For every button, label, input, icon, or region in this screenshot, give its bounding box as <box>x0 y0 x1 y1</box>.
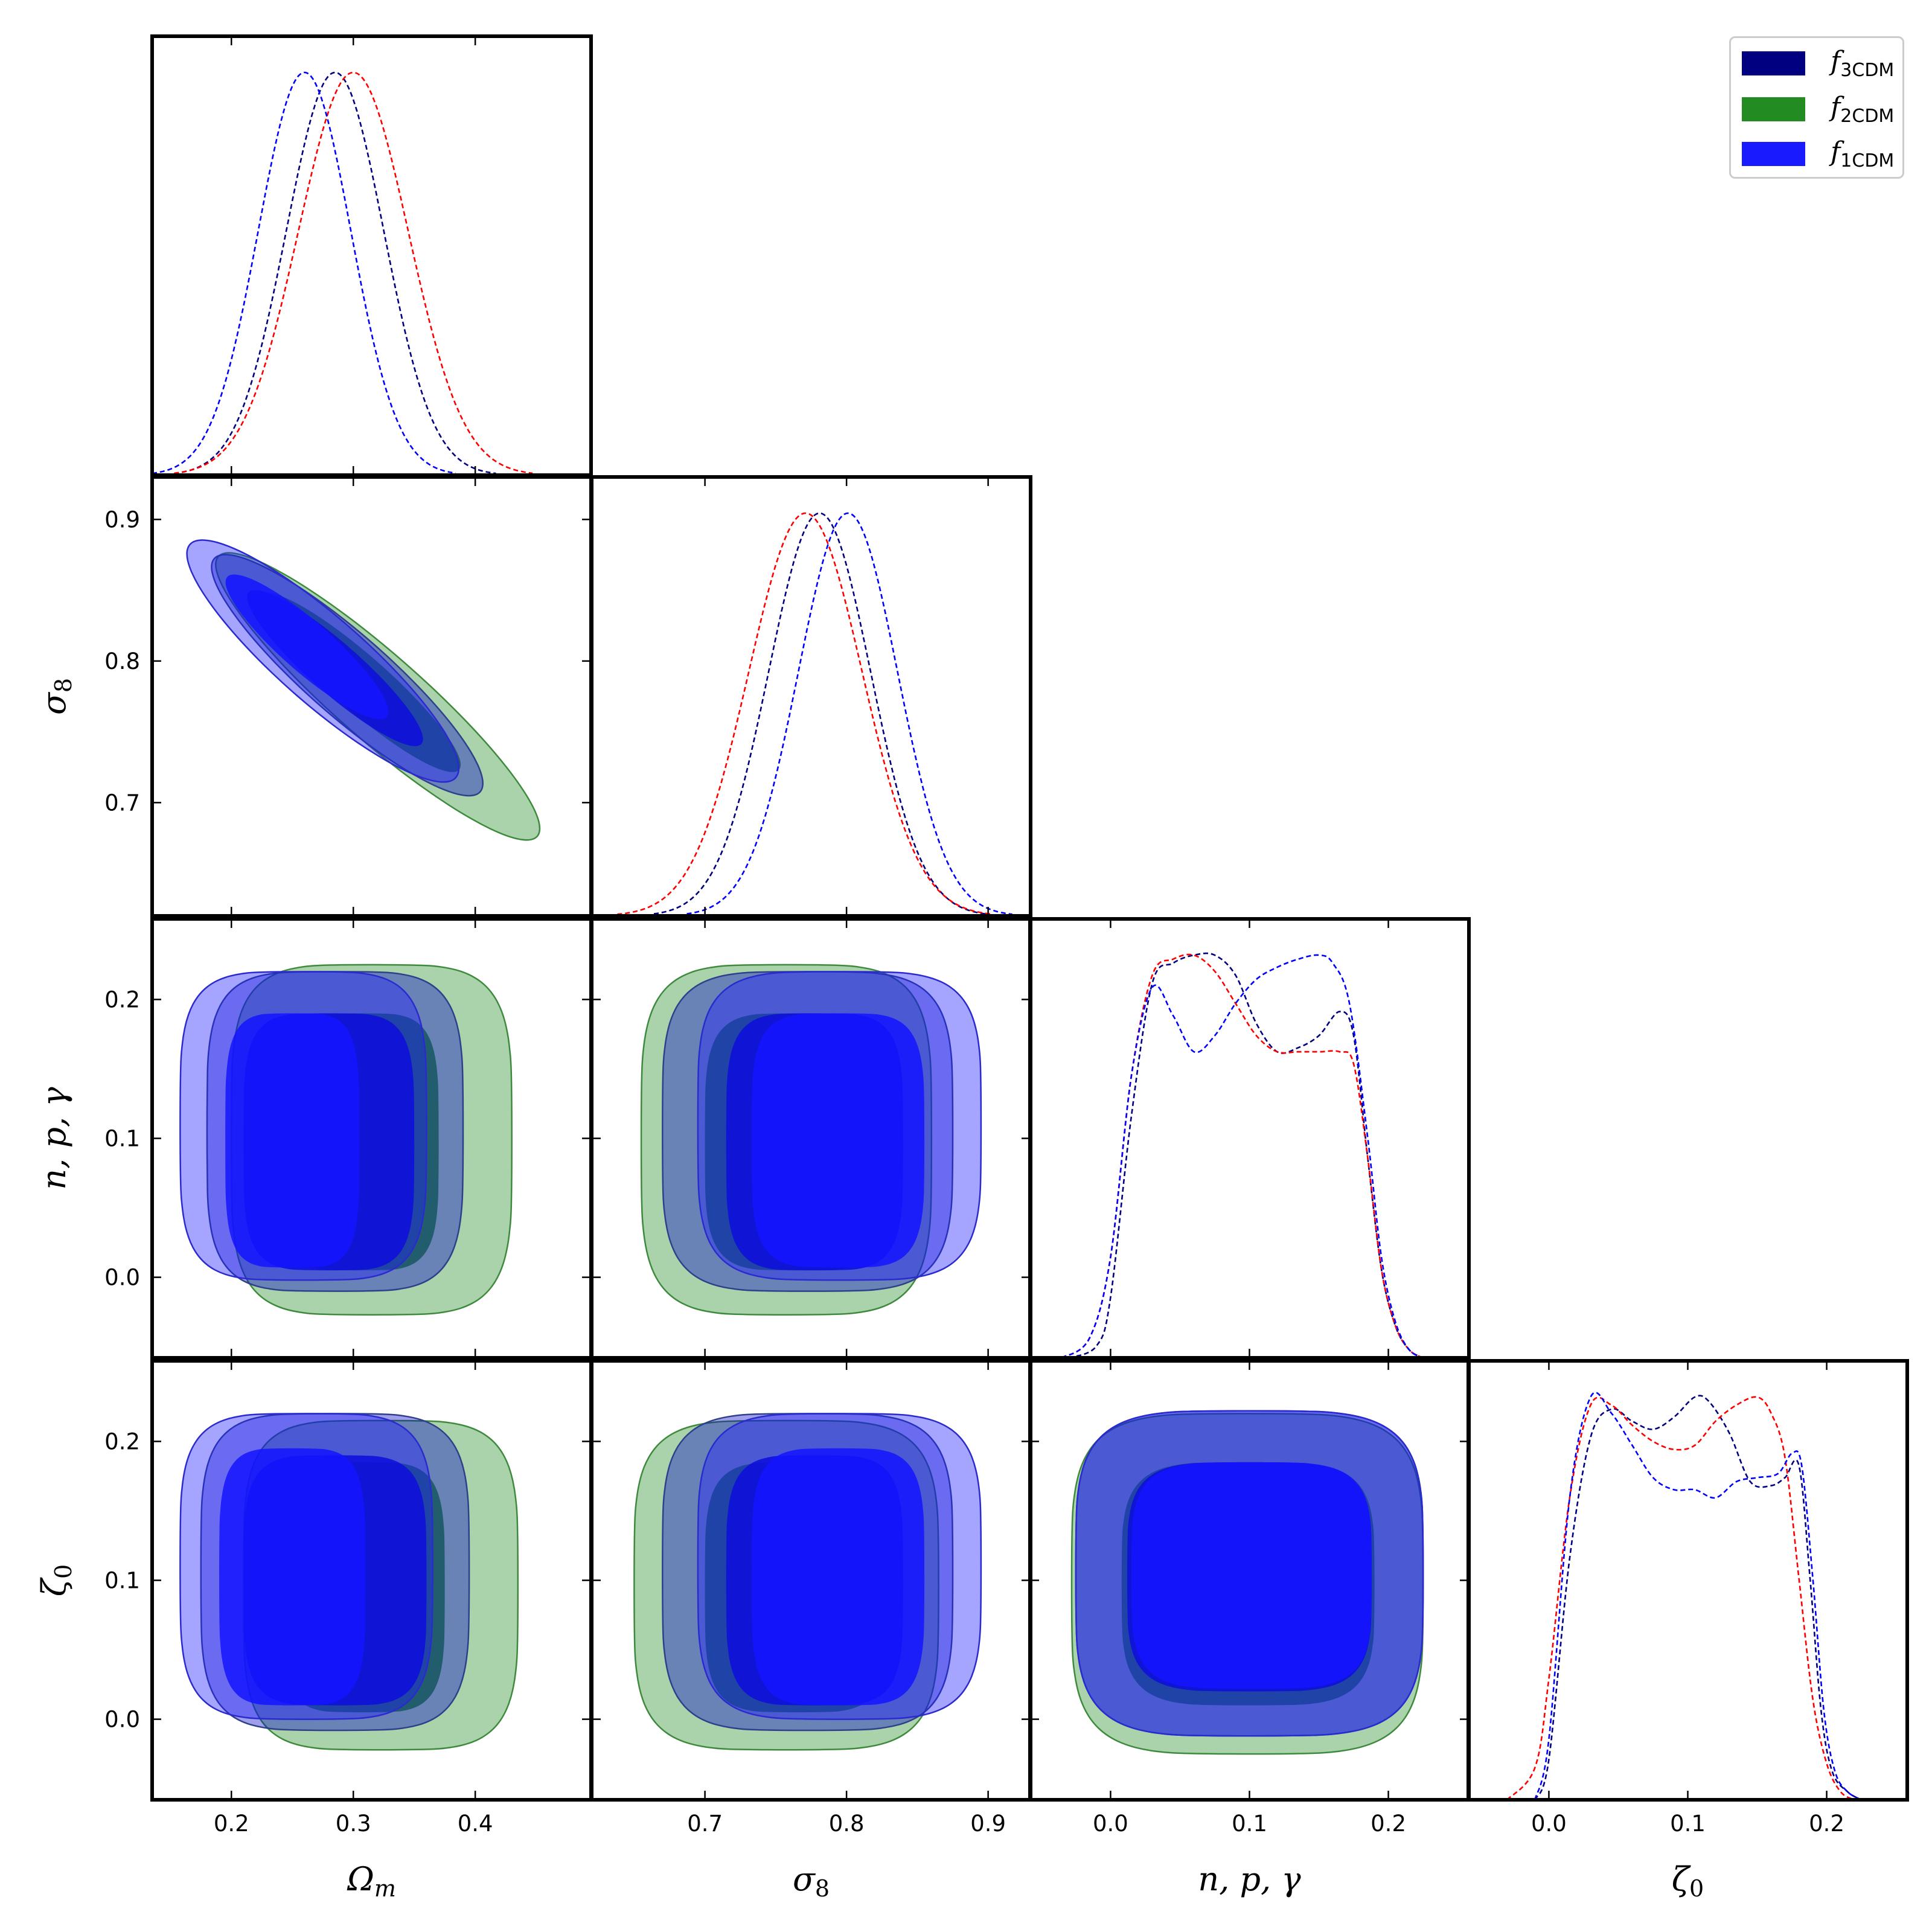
x-tick-label: 0.3 <box>336 1811 371 1837</box>
panel-content <box>1070 1410 1424 1755</box>
panel-frame <box>590 475 1032 918</box>
panel-s8-z0 <box>590 1359 1032 1802</box>
panel-content <box>179 1413 519 1751</box>
panel-content <box>640 964 982 1316</box>
y-axis-label-npg: n, p, γ <box>35 1087 73 1190</box>
x-axis-label-s8: σ8 <box>793 1860 830 1902</box>
x-tick-label: 0.0 <box>1093 1811 1128 1837</box>
panel-content <box>179 964 513 1316</box>
y-tick-label: 0.2 <box>104 987 140 1012</box>
panel-content <box>186 539 541 841</box>
panel-content <box>617 512 1012 915</box>
contour-f1cdm-68 <box>752 1013 925 1268</box>
panel-Om-s8 <box>150 475 593 918</box>
y-tick-label: 0.0 <box>104 1265 140 1291</box>
x-tick-label: 0.2 <box>1371 1811 1406 1837</box>
panel-s8-npg <box>590 917 1032 1360</box>
x-axis-label-npg: n, p, γ <box>1198 1860 1301 1898</box>
x-tick-label: 0.2 <box>214 1811 249 1837</box>
marginal-f3cdm <box>174 71 496 475</box>
marginal-f3cdm <box>653 512 987 915</box>
legend-label-f1cdm: f1CDM <box>1831 136 1895 171</box>
panel-npg-z0 <box>1028 1359 1471 1802</box>
marginal-f2cdm <box>617 512 991 915</box>
marginal-f1cdm <box>152 71 456 475</box>
marginal-f1cdm <box>686 512 1012 915</box>
panel-Om-npg <box>150 917 593 1360</box>
marginal-f3cdm <box>1068 952 1424 1358</box>
y-tick-label: 0.9 <box>104 507 140 533</box>
x-tick-label: 0.0 <box>1531 1811 1567 1837</box>
x-axis-label-z0: ζ0 <box>1672 1860 1704 1902</box>
marginal-f1cdm <box>1534 1392 1862 1800</box>
x-tick-label: 0.8 <box>829 1811 865 1837</box>
panel-z0-z0 <box>1467 1359 1909 1802</box>
x-tick-label: 0.2 <box>1809 1811 1844 1837</box>
contour-f1cdm-68 <box>225 1013 360 1268</box>
panel-Om-z0 <box>150 1359 593 1802</box>
y-tick-label: 0.7 <box>104 790 140 816</box>
panel-Om-Om <box>150 34 593 477</box>
y-tick-label: 0.1 <box>104 1126 140 1152</box>
marginal-f1cdm <box>1061 954 1424 1358</box>
legend-swatch-f1cdm <box>1742 142 1805 166</box>
legend-item-f3cdm: f3CDM <box>1742 46 1894 81</box>
legend-swatch-f3cdm <box>1742 51 1805 75</box>
legend-item-f2cdm: f2CDM <box>1742 92 1894 127</box>
y-axis-label-z0: ζ0 <box>35 1564 77 1596</box>
marginal-f2cdm <box>1506 1396 1855 1800</box>
y-tick-label: 0.8 <box>104 648 140 674</box>
contour-f1cdm-68 <box>219 1448 366 1706</box>
panel-frame <box>1028 917 1471 1360</box>
x-tick-label: 0.9 <box>970 1811 1006 1837</box>
panel-content <box>633 1413 982 1751</box>
legend-label-f3cdm: f3CDM <box>1831 46 1895 81</box>
contour-f1cdm-68 <box>1131 1462 1372 1689</box>
contour-f1cdm-68 <box>752 1448 925 1706</box>
y-tick-label: 0.0 <box>104 1707 140 1733</box>
x-axis-label-Om: Ωm <box>347 1860 396 1902</box>
y-axis-label-s8: σ8 <box>35 678 77 715</box>
legend: f3CDM f2CDM f1CDM <box>1729 36 1904 179</box>
y-tick-label: 0.2 <box>104 1428 140 1454</box>
contour-f1cdm-68 <box>225 574 389 720</box>
x-tick-label: 0.4 <box>458 1811 493 1837</box>
legend-label-f2cdm: f2CDM <box>1831 92 1895 127</box>
legend-swatch-f2cdm <box>1742 97 1805 121</box>
x-tick-label: 0.1 <box>1670 1811 1706 1837</box>
marginal-f2cdm <box>174 71 533 475</box>
panel-content <box>152 71 533 475</box>
panel-content <box>1061 952 1424 1358</box>
marginal-f3cdm <box>1534 1395 1862 1800</box>
panel-frame <box>1467 1359 1909 1802</box>
panel-content <box>1506 1392 1862 1800</box>
y-tick-label: 0.1 <box>104 1568 140 1594</box>
x-tick-label: 0.1 <box>1232 1811 1267 1837</box>
legend-item-f1cdm: f1CDM <box>1742 136 1894 171</box>
marginal-f2cdm <box>1061 953 1424 1358</box>
panel-npg-npg <box>1028 917 1471 1360</box>
panel-s8-s8 <box>590 475 1032 918</box>
x-tick-label: 0.7 <box>687 1811 723 1837</box>
panel-frame <box>150 34 593 477</box>
